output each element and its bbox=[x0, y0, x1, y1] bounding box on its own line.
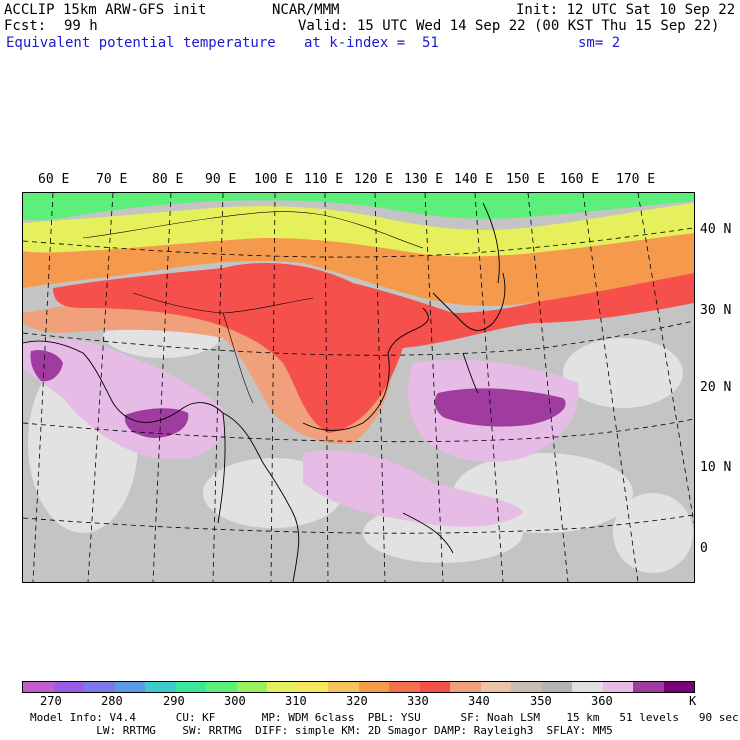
colorbar-label: 310 bbox=[285, 694, 307, 708]
colorbar-swatch bbox=[572, 682, 603, 692]
lon-label: 130 E bbox=[404, 172, 444, 187]
lon-label: 160 E bbox=[560, 172, 600, 187]
colorbar-unit: K bbox=[689, 694, 697, 708]
organization-label: NCAR/MMM bbox=[272, 2, 340, 18]
graticule bbox=[23, 193, 694, 582]
green-band bbox=[23, 193, 694, 221]
lon-label: 70 E bbox=[96, 172, 128, 187]
lat-label: 10 N bbox=[700, 460, 732, 475]
level-label: at k-index = 51 bbox=[304, 35, 439, 51]
colorbar-label: 280 bbox=[101, 694, 123, 708]
colorbar-swatch bbox=[389, 682, 420, 692]
yellow-band bbox=[23, 203, 694, 257]
purple-regions bbox=[30, 350, 566, 438]
lat-label: 0 bbox=[700, 541, 708, 556]
colorbar-swatch bbox=[297, 682, 328, 692]
lon-label: 140 E bbox=[454, 172, 494, 187]
colorbar-swatch bbox=[419, 682, 450, 692]
lon-label: 100 E bbox=[254, 172, 294, 187]
colorbar-label: 300 bbox=[224, 694, 246, 708]
lon-label: 60 E bbox=[38, 172, 70, 187]
colorbar bbox=[22, 681, 695, 693]
map-panel bbox=[22, 192, 695, 583]
model-title: ACCLIP 15km ARW-GFS init bbox=[4, 2, 207, 18]
colorbar-label: 360 bbox=[591, 694, 613, 708]
colorbar-swatch bbox=[633, 682, 664, 692]
colorbar-swatch bbox=[328, 682, 359, 692]
lat-label: 30 N bbox=[700, 303, 732, 318]
valid-time: Valid: 15 UTC Wed 14 Sep 22 (00 KST Thu … bbox=[298, 18, 720, 34]
colorbar-swatch bbox=[358, 682, 389, 692]
colorbar-label: 350 bbox=[530, 694, 552, 708]
forecast-hours: 99 h bbox=[64, 18, 98, 34]
colorbar-swatch bbox=[541, 682, 572, 692]
colorbar-swatch bbox=[114, 682, 145, 692]
lon-label: 110 E bbox=[304, 172, 344, 187]
lon-label: 80 E bbox=[152, 172, 184, 187]
colorbar-label: 270 bbox=[40, 694, 62, 708]
smoothing-label: sm= 2 bbox=[578, 35, 621, 51]
colorbar-swatch bbox=[23, 682, 54, 692]
lon-label: 90 E bbox=[205, 172, 237, 187]
theta-e-field bbox=[23, 193, 694, 582]
colorbar-swatch bbox=[175, 682, 206, 692]
colorbar-swatch bbox=[267, 682, 298, 692]
colorbar-swatch bbox=[511, 682, 542, 692]
colorbar-swatch bbox=[53, 682, 84, 692]
colorbar-swatch bbox=[145, 682, 176, 692]
colorbar-swatch bbox=[480, 682, 511, 692]
colorbar-label: 340 bbox=[468, 694, 490, 708]
country-borders bbox=[82, 211, 424, 404]
colorbar-swatch bbox=[236, 682, 267, 692]
colorbar-label: 330 bbox=[407, 694, 429, 708]
lat-label: 20 N bbox=[700, 380, 732, 395]
colorbar-swatch bbox=[450, 682, 481, 692]
lon-label: 170 E bbox=[616, 172, 656, 187]
colorbar-label: 320 bbox=[346, 694, 368, 708]
field-name: Equivalent potential temperature bbox=[6, 35, 276, 51]
colorbar-swatch bbox=[206, 682, 237, 692]
init-time: Init: 12 UTC Sat 10 Sep 22 bbox=[516, 2, 736, 18]
colorbar-swatch bbox=[663, 682, 694, 692]
lat-label: 40 N bbox=[700, 222, 732, 237]
lon-label: 150 E bbox=[506, 172, 546, 187]
model-info-line2: LW: RRTMG SW: RRTMG DIFF: simple KM: 2D … bbox=[30, 724, 613, 737]
red-region bbox=[53, 263, 694, 433]
model-info-line1: Model Info: V4.4 CU: KF MP: WDM 6class P… bbox=[30, 711, 739, 724]
lon-label: 120 E bbox=[354, 172, 394, 187]
forecast-label: Fcst: bbox=[4, 18, 47, 34]
colorbar-label: 290 bbox=[163, 694, 185, 708]
colorbar-swatch bbox=[602, 682, 633, 692]
coastlines bbox=[23, 202, 506, 582]
colorbar-swatch bbox=[84, 682, 115, 692]
